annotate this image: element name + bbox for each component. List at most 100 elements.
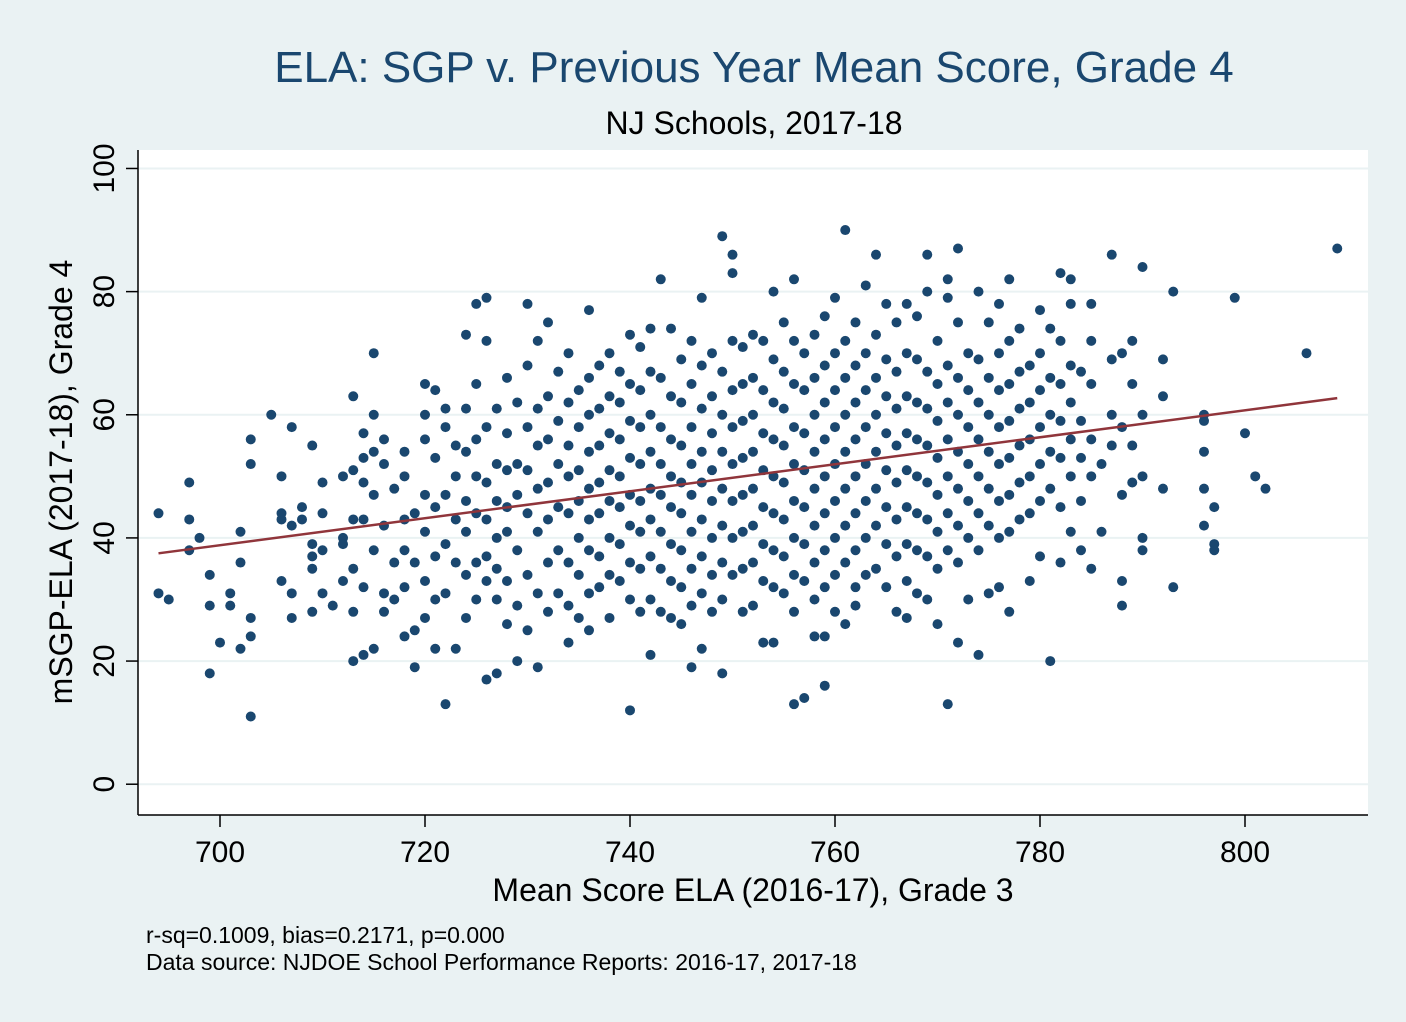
data-point [809,594,820,605]
data-point [799,348,810,359]
data-point [707,569,717,580]
data-point [1229,292,1240,303]
data-point [901,502,912,513]
data-point [860,422,871,433]
data-point [1106,354,1117,365]
data-point [317,508,328,519]
data-point [420,489,430,500]
data-point [594,582,605,593]
data-point [368,446,379,457]
data-point [789,459,799,470]
data-point [645,514,656,525]
data-point [727,459,738,470]
data-point [481,576,492,587]
data-point [1055,378,1066,389]
data-point [922,286,933,297]
data-point [225,600,236,611]
data-point [338,539,348,550]
data-point [942,397,953,408]
data-point [543,606,553,617]
data-point [696,551,707,562]
data-point [368,489,379,500]
data-point [1004,489,1015,500]
data-point [819,360,830,371]
data-point [625,378,635,389]
data-point [932,415,943,426]
data-point [830,422,840,433]
chart-title: ELA: SGP v. Previous Year Mean Score, Gr… [274,43,1234,92]
data-point [686,378,697,389]
data-point [953,483,963,494]
data-point [625,520,635,531]
data-point [799,539,810,550]
data-point [348,563,359,574]
data-point [553,459,564,470]
data-point [942,274,953,285]
data-point [1086,335,1097,346]
data-point [584,514,594,525]
data-point [358,514,369,525]
data-point [963,459,974,470]
data-point [645,409,656,420]
data-point [758,576,769,587]
data-point [573,612,584,623]
data-point [317,545,328,556]
data-point [297,502,307,513]
data-point [809,409,820,420]
data-point [686,489,697,500]
data-point [553,366,564,377]
data-point [922,249,933,260]
data-point [348,514,359,525]
data-point [286,588,297,599]
data-point [481,514,492,525]
data-point [1106,409,1117,420]
data-point [276,576,287,587]
data-point [635,459,646,470]
data-point [717,483,728,494]
data-point [809,557,820,568]
data-point [696,292,707,303]
data-point [399,631,410,642]
data-point [707,532,717,543]
data-point [594,551,605,562]
data-point [1065,298,1076,309]
data-point [891,606,902,617]
data-point [625,705,635,716]
data-point [1076,415,1086,426]
data-point [481,551,492,562]
data-point [830,606,840,617]
data-point [737,378,748,389]
data-point [809,520,820,531]
data-point [389,594,400,605]
data-point [727,532,738,543]
data-point [409,557,420,568]
data-point [604,495,615,506]
data-point [645,366,656,377]
data-point [1086,563,1097,574]
data-point [245,434,256,445]
data-point [625,329,635,340]
data-point [901,298,912,309]
data-point [850,545,861,556]
data-point [1076,545,1086,556]
data-point [204,569,215,580]
data-point [461,403,471,414]
data-point [645,551,656,562]
data-point [912,545,922,556]
data-point [891,403,902,414]
data-point [789,422,799,433]
data-point [594,360,605,371]
data-point [420,612,430,623]
data-point [594,508,605,519]
data-point [1209,545,1220,556]
data-point [942,545,953,556]
data-point [522,508,533,519]
data-point [666,391,676,402]
data-point [994,298,1004,309]
data-point [727,249,738,260]
data-point [491,459,502,470]
data-point [953,317,963,328]
data-point [1127,378,1138,389]
data-point [1035,422,1045,433]
data-point [358,428,369,439]
